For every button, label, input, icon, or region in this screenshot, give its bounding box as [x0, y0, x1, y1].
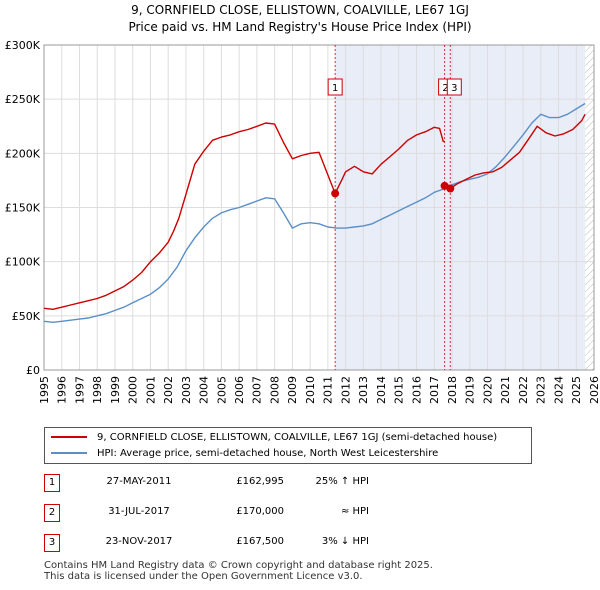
legend-label-hpi: HPI: Average price, semi-detached house,… [97, 447, 439, 459]
annotation-label: 2 [442, 83, 448, 94]
x-tick-label: 2019 [464, 376, 477, 404]
x-tick-label: 2005 [215, 376, 228, 404]
x-tick-label: 2006 [233, 376, 246, 404]
footer-copyright: Contains HM Land Registry data © Crown c… [44, 560, 433, 571]
x-tick-label: 2011 [322, 376, 335, 404]
y-tick-label: £150K [5, 202, 41, 215]
sale-row: 1 27-MAY-2011 £162,995 25% ↑ HPI [44, 474, 564, 492]
legend-label-property: 9, CORNFIELD CLOSE, ELLISTOWN, COALVILLE… [97, 431, 498, 443]
y-tick-label: £200K [5, 147, 41, 160]
footer-licence: This data is licensed under the Open Gov… [44, 571, 363, 582]
y-tick-label: £50K [12, 310, 41, 323]
y-tick-label: £300K [5, 39, 41, 52]
sale-number-badge: 3 [44, 534, 60, 552]
x-tick-label: 1995 [38, 376, 51, 404]
x-tick-label: 2010 [304, 376, 317, 404]
x-tick-label: 2002 [162, 376, 175, 404]
sale-row: 3 23-NOV-2017 £167,500 3% ↓ HPI [44, 534, 564, 552]
sale-hpi-relation: ≈ HPI [340, 506, 369, 517]
legend-item-property: 9, CORNFIELD CLOSE, ELLISTOWN, COALVILLE… [51, 429, 497, 445]
price-chart: £0 £50K £100K £150K £200K £250K £300K 1995 1996 1… [5, 39, 600, 404]
x-tick-label: 2003 [180, 376, 193, 404]
x-tick-label: 2025 [570, 376, 583, 404]
footer: Contains HM Land Registry data © Crown c… [44, 560, 433, 582]
chart-legend: 9, CORNFIELD CLOSE, ELLISTOWN, COALVILLE… [44, 427, 532, 464]
sale-number-badge: 1 [44, 474, 60, 492]
x-tick-label: 2021 [499, 376, 512, 404]
sale-point [446, 184, 455, 193]
series-line-property [444, 113, 586, 190]
plot-border [43, 44, 595, 371]
x-tick-label: 2026 [588, 376, 600, 404]
x-tick-label: 2012 [339, 376, 352, 404]
sale-point [331, 189, 340, 198]
y-tick-label: £0 [26, 364, 40, 377]
annotation-label: 1 [332, 83, 338, 94]
x-tick-label: 1998 [91, 376, 104, 404]
x-tick-label: 2004 [198, 376, 211, 404]
series-line-hpi [43, 102, 586, 323]
y-tick-label: £100K [5, 256, 41, 269]
sale-date: 27-MAY-2011 [106, 476, 172, 487]
annotation-label: 3 [451, 83, 457, 94]
chart-title-line2: Price paid vs. HM Land Registry's House … [128, 20, 472, 34]
x-tick-label: 1999 [109, 376, 122, 404]
annotation-box [327, 78, 343, 96]
x-tick-label: 2018 [446, 376, 459, 404]
x-tick-label: 2020 [481, 376, 494, 404]
chart-title-line1: 9, CORNFIELD CLOSE, ELLISTOWN, COALVILLE… [131, 3, 469, 17]
x-tick-label: 2024 [552, 376, 565, 404]
sale-number-badge: 2 [44, 504, 60, 522]
x-tick-label: 1996 [56, 376, 69, 404]
x-tick-label: 2013 [357, 376, 370, 404]
sale-hpi-relation: 3% ↓ HPI [321, 536, 369, 547]
sale-row: 2 31-JUL-2017 £170,000 ≈ HPI [44, 504, 564, 522]
sale-price: £167,500 [236, 536, 284, 547]
x-tick-label: 2007 [251, 376, 264, 404]
x-tick-label: 2000 [127, 376, 140, 404]
sale-price: £170,000 [236, 506, 284, 517]
legend-swatch-hpi [51, 452, 87, 454]
x-tick-label: 1997 [73, 376, 86, 404]
annotation-box [446, 78, 462, 96]
x-tick-label: 2014 [375, 376, 388, 404]
series-line-property [43, 122, 445, 310]
x-tick-label: 2001 [144, 376, 157, 404]
y-tick-label: £250K [5, 93, 41, 106]
x-tick-label: 2015 [393, 376, 406, 404]
x-tick-label: 2023 [535, 376, 548, 404]
sale-hpi-relation: 25% ↑ HPI [315, 476, 369, 487]
x-tick-label: 2009 [286, 376, 299, 404]
legend-item-hpi: HPI: Average price, semi-detached house,… [51, 445, 438, 461]
sale-date: 31-JUL-2017 [108, 506, 170, 517]
x-tick-label: 2022 [517, 376, 530, 404]
x-tick-label: 2016 [410, 376, 423, 404]
sale-date: 23-NOV-2017 [105, 536, 173, 547]
x-tick-label: 2017 [428, 376, 441, 404]
legend-swatch-property [51, 436, 87, 438]
x-tick-label: 2008 [268, 376, 281, 404]
sale-price: £162,995 [236, 476, 284, 487]
